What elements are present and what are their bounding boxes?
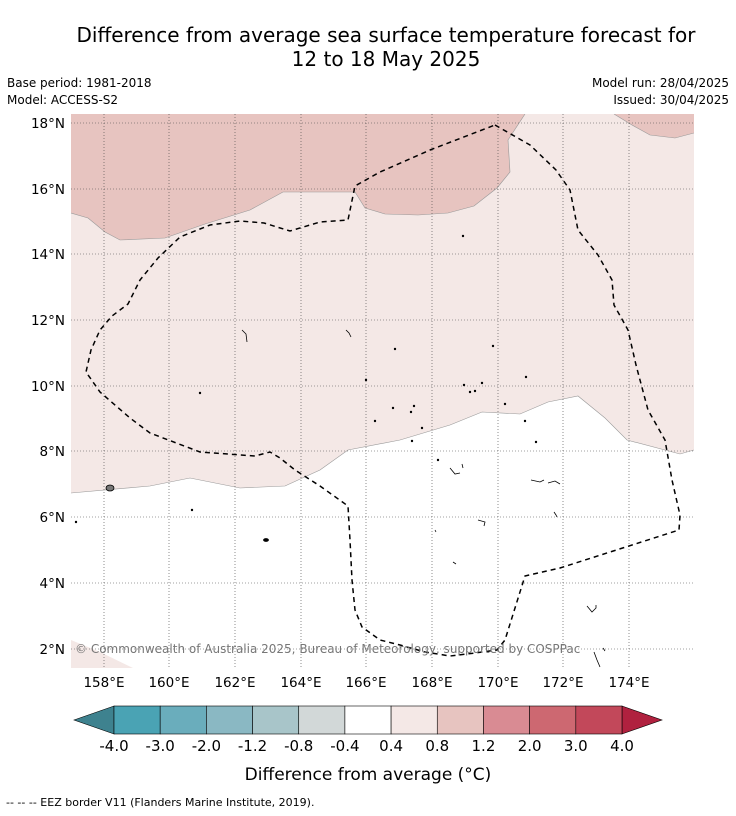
anomaly-band-0.8-1.2-northeast (614, 114, 694, 138)
colorbar-swatch (344, 705, 392, 735)
colorbar-swatch (436, 705, 484, 735)
island-marker (452, 561, 457, 565)
base-period-label: Base period: 1981-2018 (7, 76, 152, 90)
island-marker (503, 402, 507, 406)
colorbar-tick-label: 3.0 (564, 737, 588, 755)
map-area: © Commonwealth of Australia 2025, Bureau… (71, 114, 694, 668)
colorbar-tick-label: 2.0 (518, 737, 542, 755)
island-marker (263, 538, 269, 542)
island-marker (434, 529, 437, 533)
island-marker (345, 329, 352, 338)
colorbar-tick-label: -2.0 (192, 737, 221, 755)
colorbar-swatch (483, 705, 530, 735)
colorbar-tick-label: 1.2 (472, 737, 496, 755)
island-marker (462, 383, 466, 387)
colorbar-label: Difference from average (°C) (245, 765, 492, 785)
colorbar-swatch (390, 705, 438, 735)
island-marker (480, 381, 484, 385)
island-marker (190, 508, 194, 512)
eez-border (85, 124, 681, 657)
island-marker (74, 520, 78, 524)
lat-tick-label: 12°N (31, 313, 65, 329)
colorbar-swatch (575, 705, 623, 735)
island-marker (420, 426, 424, 430)
island-marker (412, 404, 416, 408)
island-marker (391, 406, 395, 410)
lat-tick-label: 18°N (31, 116, 65, 132)
islands (74, 234, 606, 668)
chart-title-line-2: 12 to 18 May 2025 (291, 47, 481, 71)
issued-label: Issued: 30/04/2025 (613, 93, 729, 107)
island-marker (373, 419, 377, 423)
colorbar-tick-label: -0.8 (284, 737, 313, 755)
colorbar-swatch (206, 705, 253, 735)
island-marker (409, 410, 413, 414)
island-marker (477, 519, 486, 527)
island-marker (241, 329, 248, 343)
lon-tick-label: 158°E (83, 675, 124, 691)
anomaly-band-0.8-1.2 (71, 114, 525, 240)
island-marker (473, 389, 477, 393)
island-marker (534, 440, 538, 444)
colorbar-swatch (252, 705, 300, 735)
model-label: Model: ACCESS-S2 (7, 93, 119, 107)
colorbar-swatch (529, 705, 577, 735)
colorbar-swatch (113, 705, 161, 735)
colorbar-extend-low (73, 705, 115, 735)
island-marker (530, 479, 561, 485)
anomaly-band-0.4-0.8-southwest (71, 640, 133, 668)
lat-tick-label: 6°N (40, 510, 65, 526)
colorbar-tick-label: 0.4 (379, 737, 403, 755)
island-marker (393, 347, 397, 351)
lon-tick-label: 170°E (477, 675, 518, 691)
island-marker (523, 419, 527, 423)
lon-tick-label: 162°E (214, 675, 255, 691)
model-run-label: Model run: 28/04/2025 (591, 76, 729, 90)
island-marker (461, 234, 465, 238)
island-marker (524, 375, 528, 379)
colorbar-extend-high (621, 705, 663, 735)
island-marker (436, 458, 440, 462)
copyright-text: © Commonwealth of Australia 2025, Bureau… (75, 642, 580, 656)
island-marker (491, 344, 495, 348)
lon-tick-label: 160°E (148, 675, 189, 691)
island-marker (410, 439, 414, 443)
lon-tick-label: 168°E (411, 675, 452, 691)
lon-tick-label: 164°E (280, 675, 321, 691)
lat-tick-label: 14°N (31, 247, 65, 263)
colorbar-tick-label: 4.0 (610, 737, 634, 755)
island-marker (449, 463, 464, 475)
colorbar: -4.0 -3.0 -2.0 -1.2 -0.8 -0.4 0.4 0.8 1.2 2.0 3.0 4… (73, 705, 663, 755)
colorbar-tick-label: 0.8 (425, 737, 449, 755)
map-gridlines (71, 114, 694, 668)
island-marker (553, 511, 558, 518)
lat-tick-label: 10°N (31, 379, 65, 395)
lat-tick-label: 2°N (40, 642, 65, 658)
colorbar-swatch (298, 705, 346, 735)
colorbar-tick-label: -0.4 (330, 737, 359, 755)
lon-tick-label: 172°E (542, 675, 583, 691)
colorbar-tick-label: -1.2 (238, 737, 267, 755)
lon-tick-label: 166°E (345, 675, 386, 691)
neutral-anomaly-region (71, 396, 694, 668)
island-marker (586, 605, 597, 613)
island-marker (468, 390, 472, 394)
chart-title-line-1: Difference from average sea surface temp… (76, 23, 696, 47)
island-marker (364, 378, 368, 382)
colorbar-swatch (159, 705, 207, 735)
island-marker (105, 484, 115, 492)
colorbar-tick-label: -4.0 (99, 737, 128, 755)
eez-legend-note: -- -- -- EEZ border V11 (Flanders Marine… (6, 796, 315, 809)
colorbar-tick-label: -3.0 (146, 737, 175, 755)
lat-tick-label: 4°N (40, 576, 65, 592)
island-marker (198, 391, 202, 395)
lat-tick-label: 8°N (40, 444, 65, 460)
island-marker (593, 647, 606, 668)
lat-tick-label: 16°N (31, 182, 65, 198)
lon-tick-label: 174°E (608, 675, 649, 691)
